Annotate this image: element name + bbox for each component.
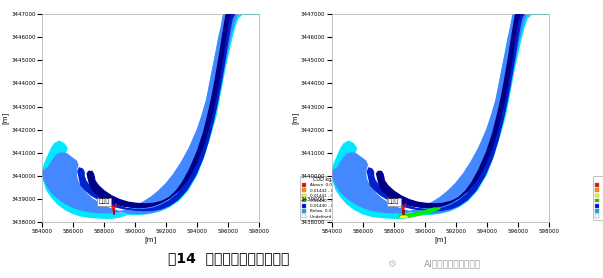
Y-axis label: [m]: [m] bbox=[291, 112, 298, 124]
Polygon shape bbox=[367, 14, 524, 210]
Bar bbox=[402, 210, 403, 214]
Legend: Above  0.0148, 0.0147 - 0.0148, 0.0146 - 0.0147, 0.0145 - 0.0146, 0.0144 - 0.014: Above 0.0148, 0.0147 - 0.0148, 0.0146 - … bbox=[593, 175, 603, 220]
X-axis label: [m]: [m] bbox=[145, 236, 157, 243]
X-axis label: [m]: [m] bbox=[434, 236, 446, 243]
Polygon shape bbox=[42, 14, 238, 214]
Polygon shape bbox=[399, 208, 440, 218]
Polygon shape bbox=[332, 14, 527, 214]
Text: AI尚研修科研技术平台: AI尚研修科研技术平台 bbox=[424, 260, 481, 269]
Y-axis label: [m]: [m] bbox=[2, 112, 8, 124]
Text: 排污口: 排污口 bbox=[388, 199, 399, 204]
Text: 图14  水质模型计算结果展示: 图14 水质模型计算结果展示 bbox=[168, 252, 290, 265]
Text: 排污口: 排污口 bbox=[99, 199, 110, 204]
Polygon shape bbox=[377, 14, 520, 208]
Legend: Above  0.01444, 0.01442 - 0.01444, 0.01441 - 0.01442, 0.01440 - 0.01441, 0.01440: Above 0.01444, 0.01442 - 0.01444, 0.0144… bbox=[300, 175, 349, 220]
Polygon shape bbox=[78, 14, 235, 210]
Text: ⚙: ⚙ bbox=[388, 259, 396, 269]
Polygon shape bbox=[332, 14, 549, 218]
Polygon shape bbox=[42, 14, 259, 218]
Polygon shape bbox=[87, 14, 230, 208]
Bar bbox=[113, 210, 114, 214]
Polygon shape bbox=[400, 216, 408, 218]
